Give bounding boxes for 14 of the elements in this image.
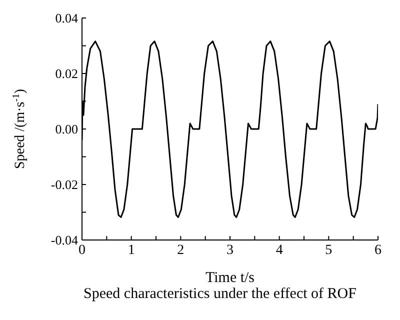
y-tick-label: -0.02 xyxy=(50,177,78,192)
y-tick-label: -0.04 xyxy=(50,232,78,248)
y-tick-label: 0.00 xyxy=(55,122,78,137)
x-tick-label: 5 xyxy=(325,242,332,258)
x-tick-label: 2 xyxy=(177,242,184,258)
text: Speed characteristics under the effect of ROF xyxy=(82,286,358,303)
x-tick-label: 6 xyxy=(374,242,382,258)
x-tick-label: 1 xyxy=(128,242,135,258)
x-tick-label: 3 xyxy=(226,242,234,258)
y-tick-label: 0.04 xyxy=(55,10,78,26)
x-tick-label: 0 xyxy=(78,242,86,258)
x-axis-title: Time t/s xyxy=(205,270,255,286)
x-tick-label: 4 xyxy=(276,242,283,258)
y-tick-label: 0.02 xyxy=(55,66,78,82)
